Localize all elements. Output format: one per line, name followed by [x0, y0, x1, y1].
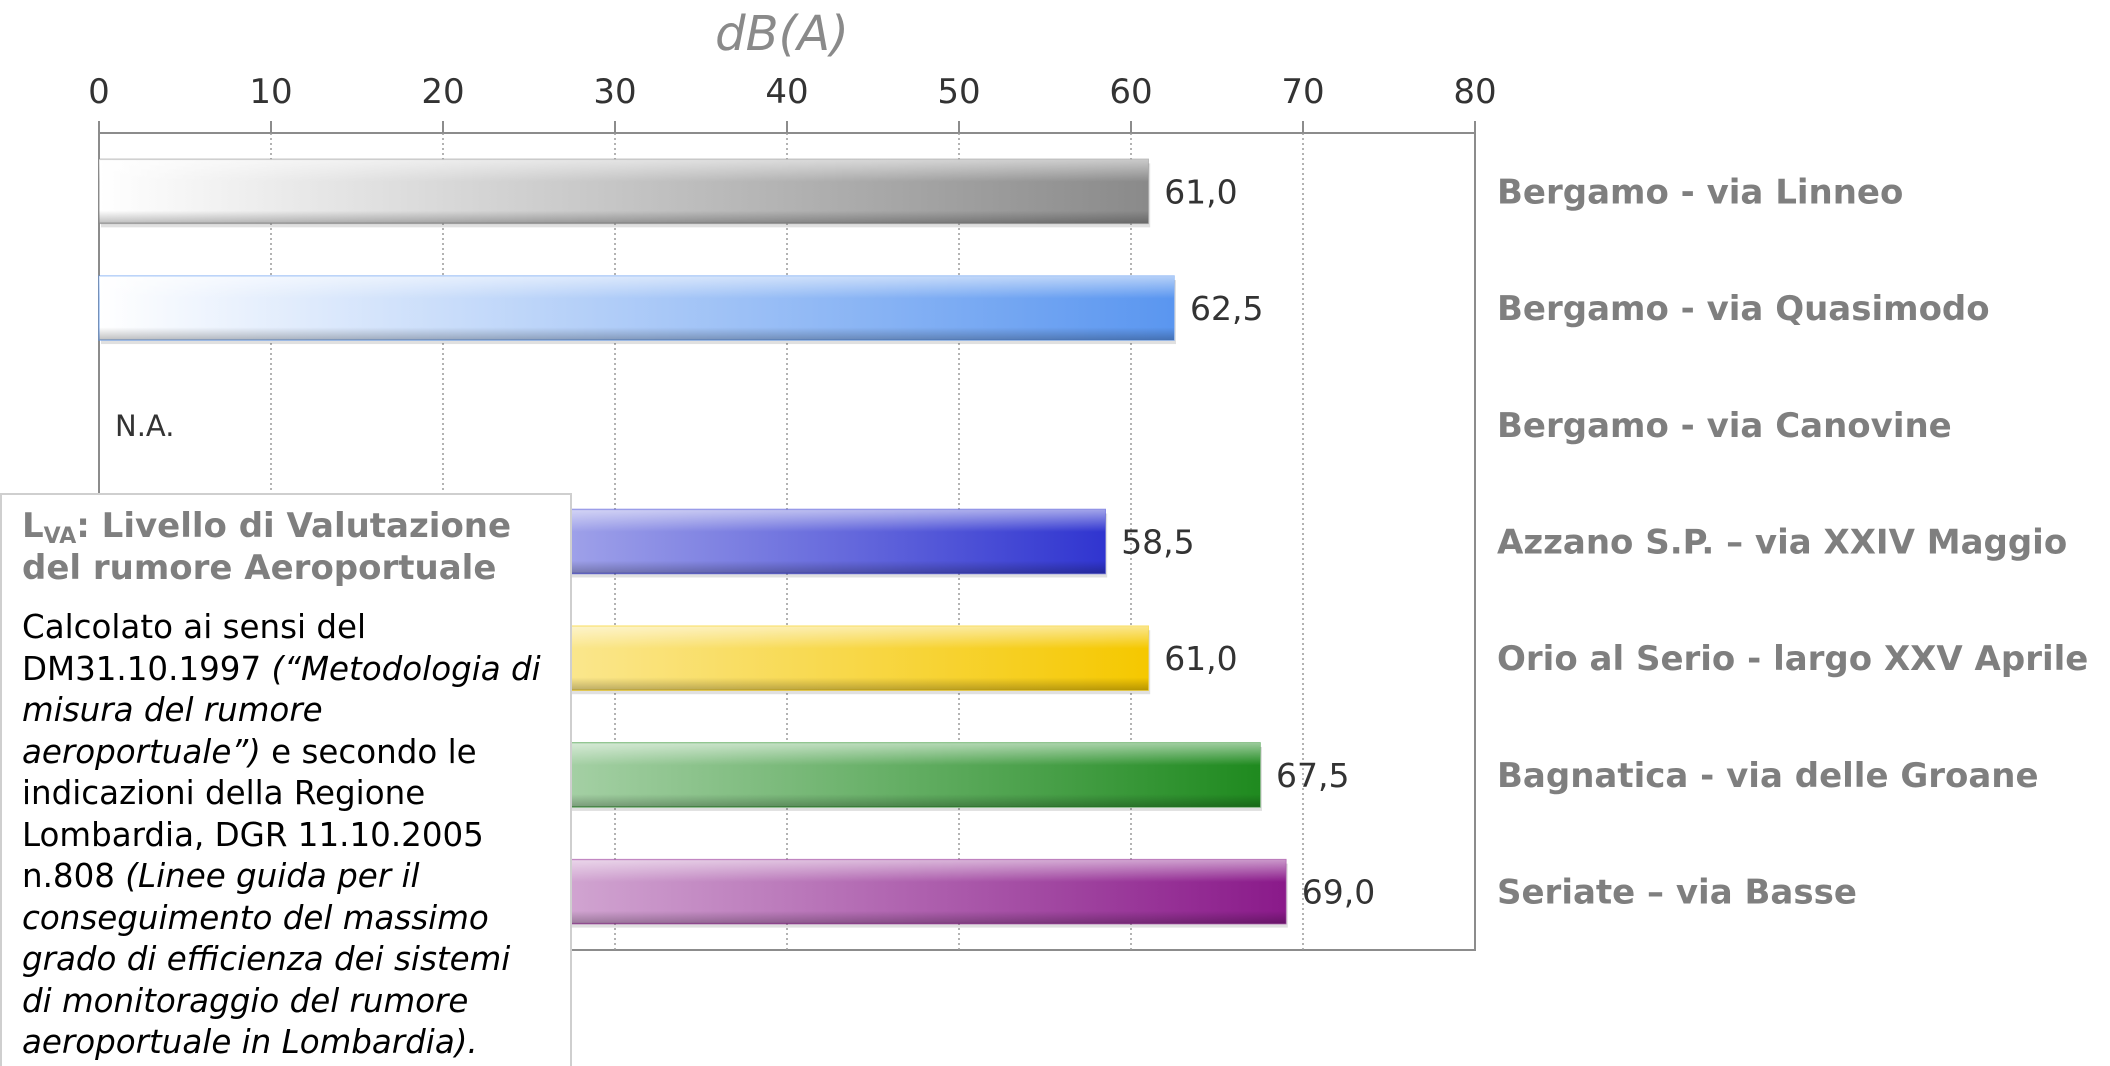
category-label: Bergamo - via Linneo: [1497, 172, 1903, 212]
value-label: 58,5: [1121, 523, 1194, 562]
value-label-na: N.A.: [115, 409, 174, 443]
x-tick-label: 20: [421, 72, 464, 112]
note-body-segment: (Linee guida per il conseguimento del ma…: [22, 857, 511, 1061]
note-body: Calcolato ai sensi del DM31.10.1997 (“Me…: [22, 607, 550, 1064]
bar-highlight: [99, 159, 1149, 224]
note-body-segment: Calcolato ai sensi del DM31.10.1997: [22, 608, 367, 688]
note-body-segment: e secondo le indicazioni della Regione L…: [22, 732, 484, 896]
note-title-rest: : Livello di Valutazione del rumore Aero…: [22, 506, 512, 588]
category-label: Bergamo - via Quasimodo: [1497, 289, 1990, 329]
note-title-main: L: [22, 506, 44, 546]
category-label: Bergamo - via Canovine: [1497, 406, 1952, 446]
x-tick-label: 60: [1109, 72, 1152, 112]
note-title: LVA: Livello di Valutazione del rumore A…: [22, 505, 550, 589]
value-label: 62,5: [1190, 289, 1263, 328]
value-label: 69,0: [1302, 873, 1375, 912]
x-tick-label: 80: [1453, 72, 1496, 112]
x-tick-label: 50: [937, 72, 980, 112]
x-tick-label: 40: [765, 72, 808, 112]
x-tick-label: 10: [249, 72, 292, 112]
x-tick-label: 70: [1281, 72, 1324, 112]
category-label: Orio al Serio - largo XXV Aprile: [1497, 639, 2088, 679]
category-label: Seriate – via Basse: [1497, 873, 1857, 913]
value-label: 61,0: [1164, 172, 1237, 211]
value-label: 67,5: [1276, 756, 1349, 795]
unit-label: dB(A): [715, 6, 849, 62]
note-title-subscript: VA: [43, 524, 77, 549]
x-tick-label: 0: [88, 72, 110, 112]
x-tick-label: 30: [593, 72, 636, 112]
category-label: Azzano S.P. – via XXIV Maggio: [1497, 523, 2067, 563]
value-label: 61,0: [1164, 639, 1237, 678]
bar-highlight: [99, 276, 1174, 341]
definition-note: LVA: Livello di Valutazione del rumore A…: [0, 493, 572, 1066]
note-body-segment: (“Metodologia di misura del rumore aerop…: [22, 649, 541, 771]
category-label: Bagnatica - via delle Groane: [1497, 756, 2039, 796]
